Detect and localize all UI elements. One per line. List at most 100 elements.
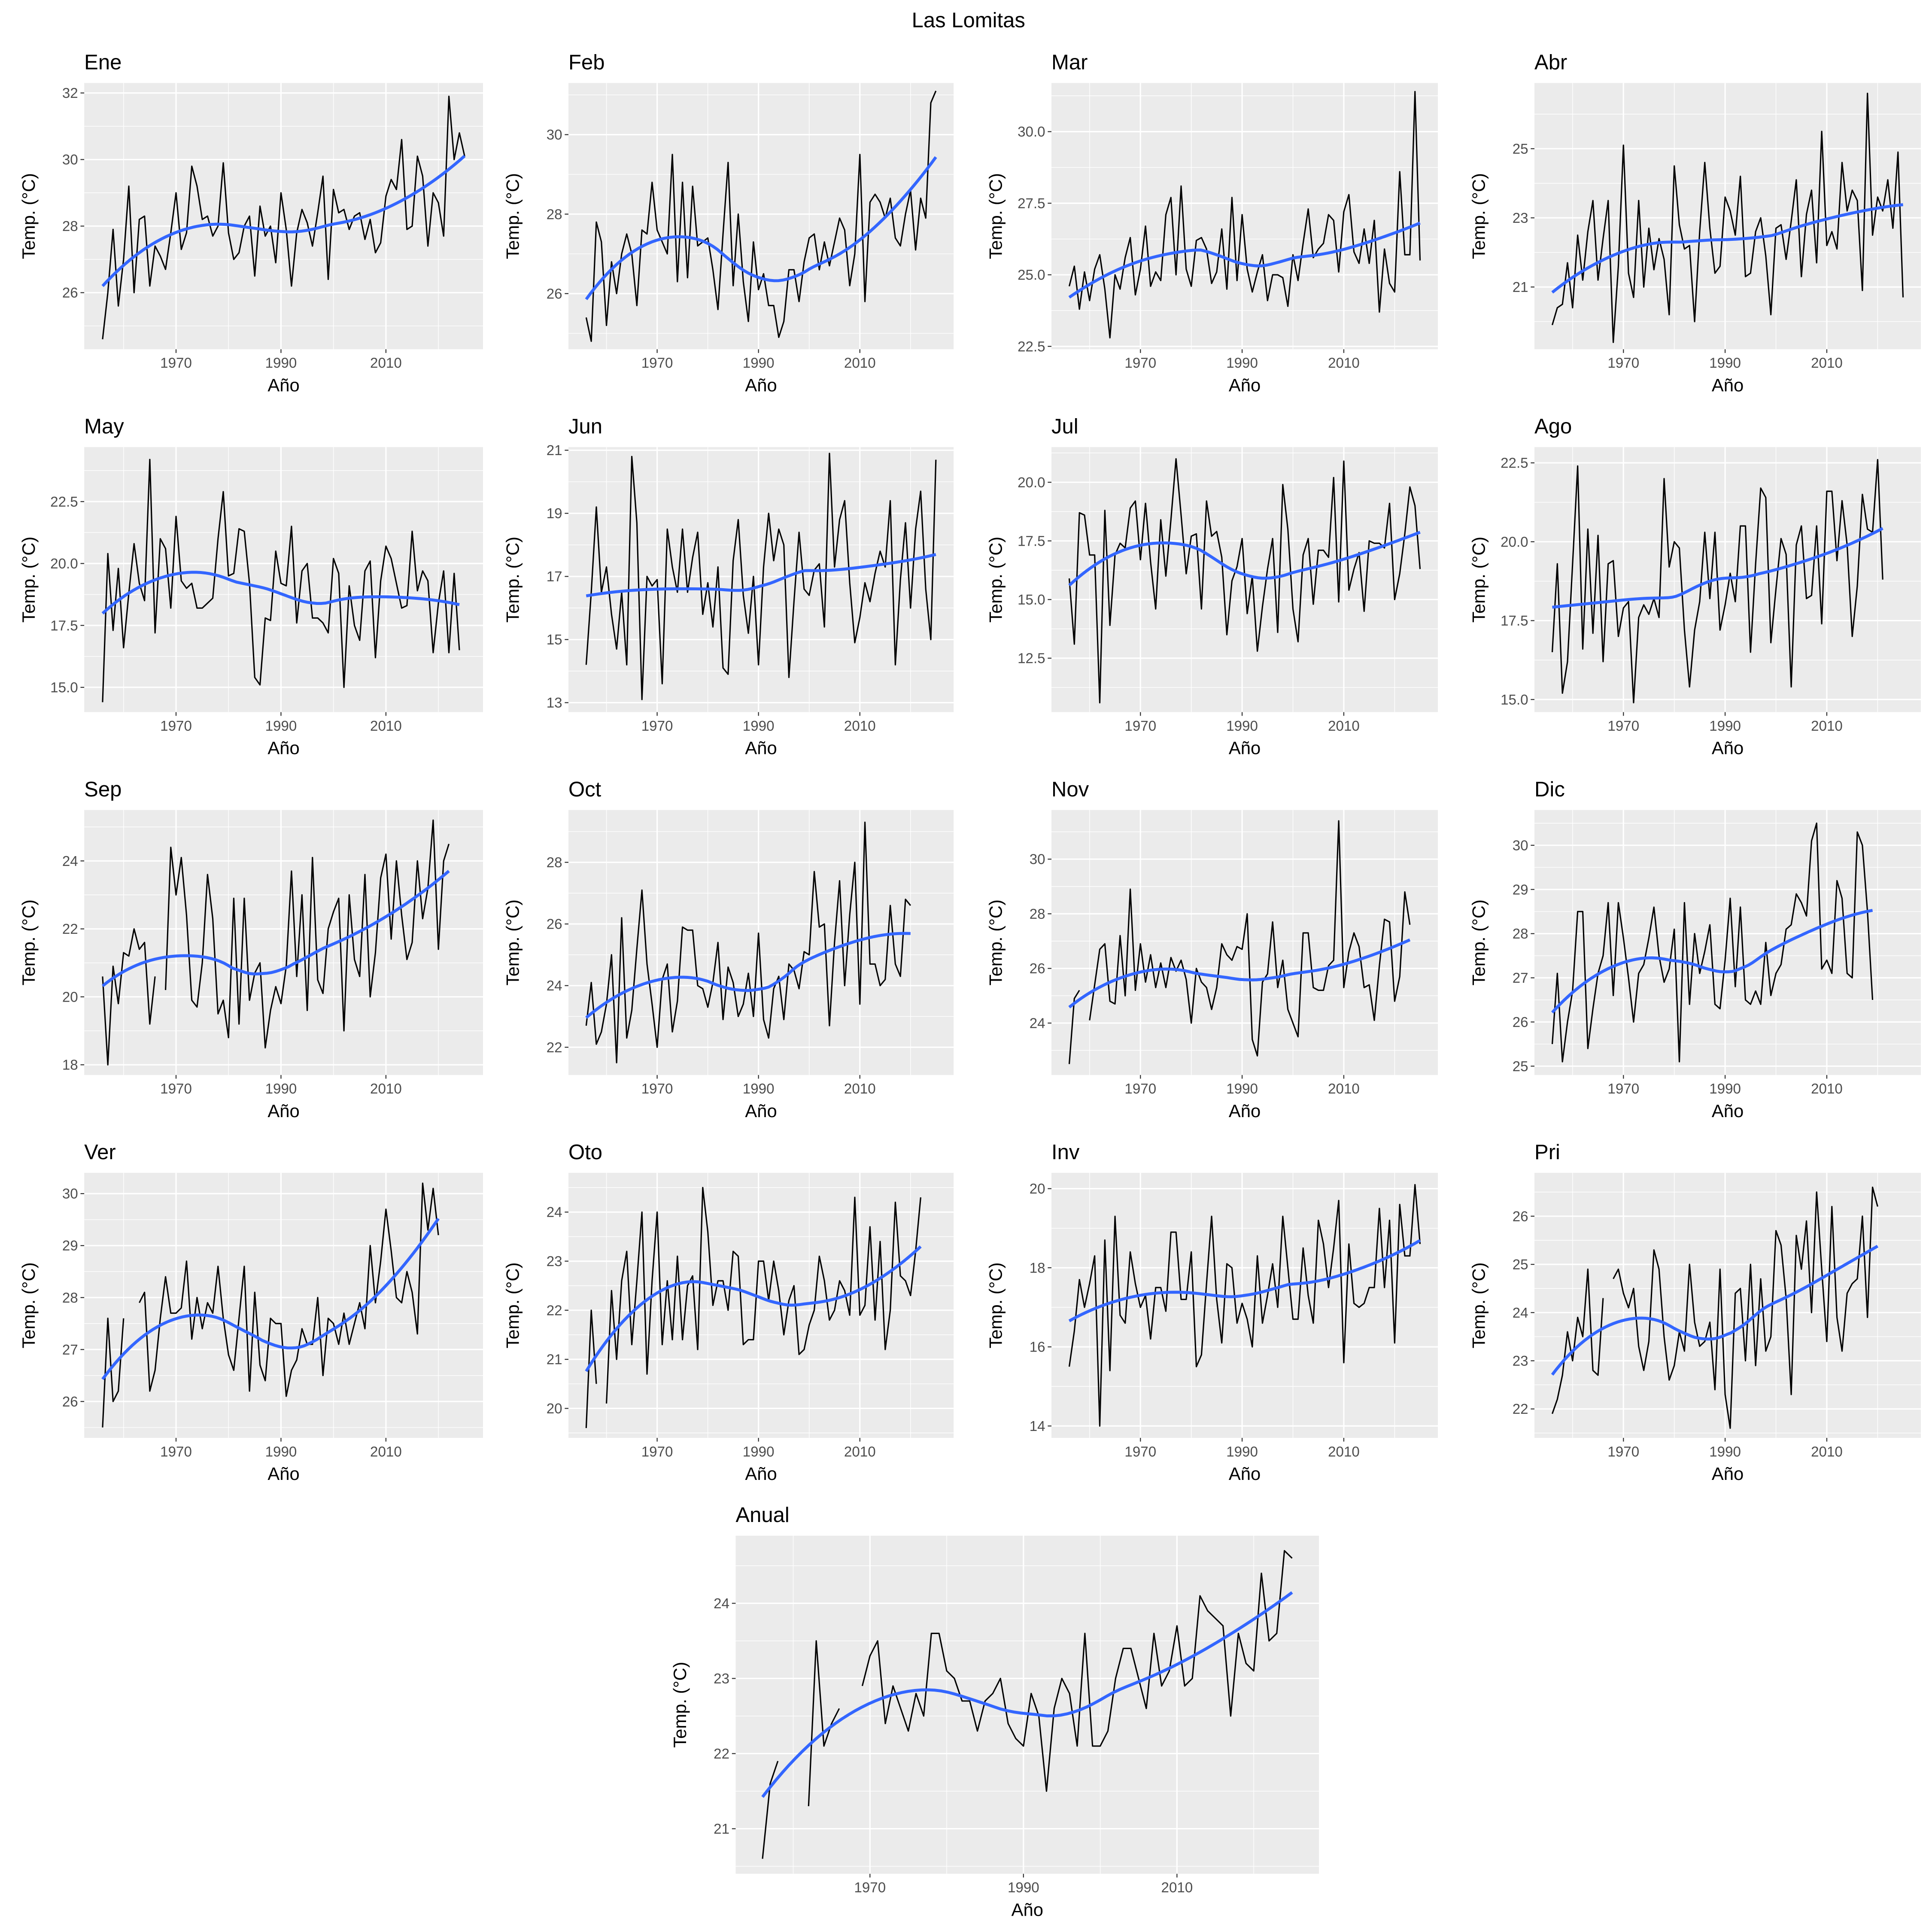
panel-mar: 22.5 25.0 27.5 30.0 1970 1990 2010 Mar Año Temp. … (986, 51, 1438, 395)
panel-background (1534, 1173, 1921, 1438)
x-tick-label: 1990 (1709, 355, 1741, 371)
temperature-series-line (1551, 1186, 1878, 1429)
temperature-series-line (102, 1182, 439, 1428)
y-tick-label: 24 (62, 854, 78, 869)
x-tick-label: 1970 (641, 1081, 673, 1097)
panel-title: Abr (1534, 51, 1567, 74)
y-tick-label: 30 (547, 127, 562, 143)
y-axis-title: Temp. (°C) (986, 537, 1006, 623)
panel-ago: 15.0 17.5 20.0 22.5 1970 1990 2010 Ago Año Temp. … (1469, 415, 1921, 758)
x-tick-label: 1990 (1226, 355, 1258, 371)
y-tick-label: 21 (714, 1821, 729, 1837)
loess-trend-line (585, 1245, 922, 1372)
y-tick-label: 29 (62, 1238, 78, 1254)
x-tick-label: 1970 (160, 718, 192, 734)
x-tick-label: 2010 (1328, 1081, 1360, 1097)
y-tick-label: 26 (547, 286, 562, 302)
loess-trend-line (101, 155, 466, 287)
panel-dic: 25 26 27 28 29 30 1970 1990 2010 Dic Año Temp. (°C) (1469, 778, 1921, 1121)
panel-anual: 21 22 23 24 1970 1990 2010 Anual Año Temp. (°C) (670, 1504, 1319, 1920)
loess-trend-line (1552, 527, 1883, 609)
main-title: Las Lomitas (912, 9, 1025, 32)
x-tick-label: 1990 (265, 1081, 297, 1097)
y-tick-label: 26 (547, 917, 562, 933)
y-tick-label: 22 (62, 921, 78, 937)
panel-background (1051, 810, 1438, 1075)
panel-sep: 18 20 22 24 1970 1990 2010 Sep Año Temp. (°C) (18, 778, 483, 1121)
panel-pri: 22 23 24 25 26 1970 1990 2010 Pri Año Temp. (°C) (1469, 1141, 1921, 1484)
panel-oct: 22 24 26 28 1970 1990 2010 Oct Año Temp. (°C) (503, 778, 954, 1121)
y-tick-label: 20.0 (1501, 534, 1528, 550)
y-tick-label: 20 (62, 989, 78, 1005)
x-tick-label: 1990 (1008, 1880, 1039, 1896)
panel-title: Oct (568, 778, 601, 801)
x-tick-label: 1970 (1607, 1444, 1639, 1460)
y-axis-title: Temp. (°C) (503, 899, 523, 985)
y-axis-title: Temp. (°C) (1469, 173, 1489, 259)
x-tick-label: 1990 (743, 718, 775, 734)
y-tick-label: 17 (547, 569, 562, 585)
panels: 26 28 30 32 1970 1990 2010 Ene Año Temp. (°C) 26 28… (18, 51, 1921, 1920)
y-tick-label: 20.0 (50, 556, 78, 572)
panel-title: Ene (84, 51, 122, 74)
loess-trend-line (1068, 1239, 1421, 1322)
y-axis-title: Temp. (°C) (1469, 537, 1489, 623)
temperature-series-line (585, 91, 937, 342)
panel-abr: 21 23 25 1970 1990 2010 Abr Año Temp. (°C) (1469, 51, 1921, 395)
x-tick-label: 2010 (844, 718, 876, 734)
x-tick-label: 1970 (1124, 355, 1156, 371)
panel-background (568, 1173, 954, 1438)
y-tick-label: 22 (547, 1040, 562, 1056)
x-tick-label: 1970 (641, 1444, 673, 1460)
temperature-series-line (585, 821, 911, 1063)
y-tick-label: 22.5 (1501, 456, 1528, 471)
y-tick-label: 24 (1030, 1015, 1045, 1031)
y-tick-label: 24 (1513, 1305, 1528, 1321)
x-tick-label: 2010 (1811, 355, 1843, 371)
x-tick-label: 2010 (844, 355, 876, 371)
y-tick-label: 22 (547, 1303, 562, 1318)
temperature-series-line (1068, 91, 1421, 339)
y-tick-label: 17.5 (50, 618, 78, 634)
y-tick-label: 25 (1513, 141, 1528, 157)
y-axis-title: Temp. (°C) (986, 1262, 1006, 1348)
x-axis-title: Año (745, 375, 777, 395)
x-axis-title: Año (267, 1101, 299, 1121)
y-tick-label: 23 (714, 1671, 729, 1687)
x-tick-label: 2010 (370, 355, 402, 371)
y-tick-label: 28 (62, 219, 78, 234)
y-tick-label: 25 (1513, 1257, 1528, 1273)
y-tick-label: 24 (547, 978, 562, 994)
x-axis-title: Año (1229, 375, 1261, 395)
panel-background (568, 447, 954, 712)
loess-trend-line (101, 1218, 440, 1380)
loess-trend-line (585, 156, 937, 301)
x-tick-label: 1970 (641, 355, 673, 371)
x-tick-label: 1990 (265, 1444, 297, 1460)
y-axis-title: Temp. (°C) (503, 173, 523, 259)
y-tick-label: 26 (1030, 961, 1045, 977)
y-tick-label: 30 (1030, 852, 1045, 868)
y-tick-label: 28 (1030, 906, 1045, 922)
y-tick-label: 23 (547, 1254, 562, 1270)
panel-jul: 12.5 15.0 17.5 20.0 1970 1990 2010 Jul Año Temp. … (986, 415, 1438, 758)
y-axis-title: Temp. (°C) (18, 173, 39, 259)
panel-ene: 26 28 30 32 1970 1990 2010 Ene Año Temp. (°C) (18, 51, 483, 395)
x-tick-label: 1970 (1607, 1081, 1639, 1097)
x-axis-title: Año (1712, 375, 1744, 395)
x-tick-label: 1970 (641, 718, 673, 734)
y-tick-label: 13 (547, 695, 562, 711)
x-axis-title: Año (745, 1101, 777, 1121)
temperature-series-line (102, 819, 450, 1066)
x-tick-label: 1970 (160, 355, 192, 371)
y-axis-title: Temp. (°C) (503, 537, 523, 623)
y-tick-label: 16 (1030, 1340, 1045, 1355)
x-axis-title: Año (1012, 1900, 1043, 1920)
y-axis-title: Temp. (°C) (986, 173, 1006, 259)
x-axis-title: Año (267, 375, 299, 395)
x-tick-label: 1990 (1709, 1444, 1741, 1460)
temperature-series-line (1551, 822, 1874, 1063)
loess-trend-line (1551, 203, 1903, 294)
panel-oto: 20 21 22 23 24 1970 1990 2010 Oto Año Temp. (°C) (503, 1141, 954, 1484)
